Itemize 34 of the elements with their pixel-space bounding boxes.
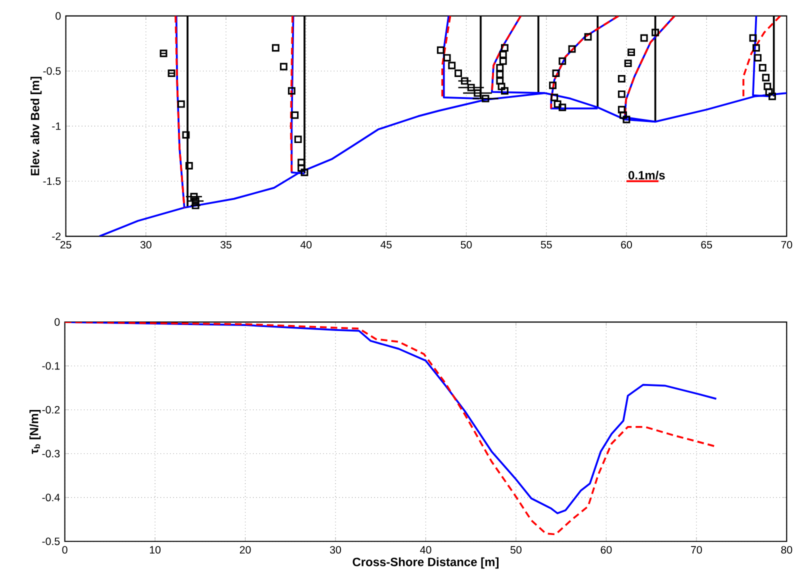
x-tick-label: 20: [240, 546, 251, 554]
y-tick-label: 0: [54, 318, 60, 326]
y-tick-label: -0.3: [42, 450, 60, 458]
x-tick-label: 80: [781, 546, 792, 554]
x-tick-label: 70: [781, 240, 792, 248]
x-tick-label: 60: [621, 240, 632, 248]
x-axis-title: Cross-Shore Distance [m]: [352, 557, 499, 568]
y-tick-label: -0.1: [42, 362, 60, 370]
y-tick-label: -1.5: [43, 177, 61, 185]
y-tick-label: -0.5: [43, 67, 61, 75]
y-axis-title: Elev. abv Bed [m]: [30, 76, 42, 176]
y-tick-label: -0.5: [42, 537, 60, 546]
x-tick-label: 25: [60, 240, 72, 248]
x-tick-label: 10: [150, 546, 161, 554]
x-tick-label: 40: [300, 240, 312, 248]
y-tick-label: -0.2: [42, 406, 60, 414]
x-tick-label: 30: [330, 546, 342, 554]
x-tick-label: 60: [600, 546, 612, 554]
y-tick-label: -2: [52, 232, 61, 240]
x-tick-label: 35: [220, 240, 232, 248]
x-tick-label: 55: [540, 240, 552, 248]
y-tick-label: -1: [52, 122, 61, 130]
x-tick-label: 50: [510, 546, 522, 554]
y-tick-label: -0.4: [42, 494, 60, 502]
y-axis-title: τ$_{b}$ [N/m]: [29, 410, 41, 454]
x-tick-label: 45: [380, 240, 392, 248]
annotation: 0.1m/s: [628, 170, 665, 180]
x-tick-label: 30: [140, 240, 152, 248]
x-tick-label: 0: [62, 546, 68, 554]
y-tick-label: 0: [56, 12, 61, 20]
x-tick-label: 65: [701, 240, 712, 248]
x-tick-label: 40: [420, 546, 432, 554]
x-tick-label: 70: [691, 546, 702, 554]
x-tick-label: 50: [460, 240, 472, 248]
